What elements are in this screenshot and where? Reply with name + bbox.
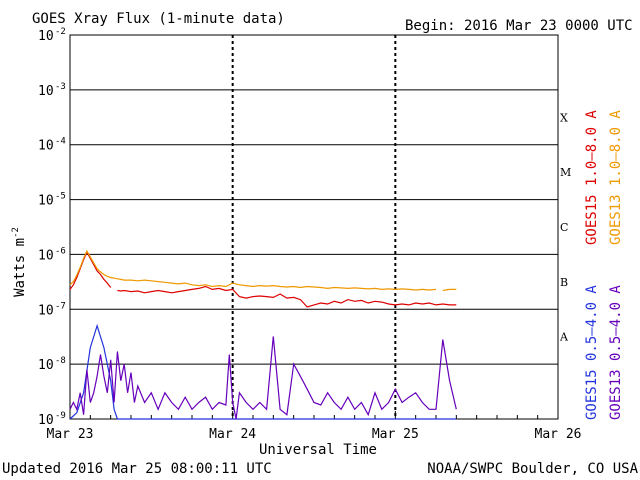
series-line-3 [69,323,457,420]
y-tick-exponent: -6 [55,246,66,256]
begin-label: Begin: 2016 Mar 23 0000 UTC [405,18,633,34]
flare-class-x: X [560,111,568,124]
credit-label: NOAA/SWPC Boulder, CO USA [427,461,638,477]
chart-title: GOES Xray Flux (1-minute data) [32,11,285,27]
x-tick-label: Mar 26 [535,427,582,442]
y-tick-exponent: -8 [55,356,66,366]
x-tick-label: Mar 25 [372,427,419,442]
y-tick-label: 10 -7 [38,301,66,318]
y-axis-label-exponent: -2 [11,227,21,238]
y-tick-exponent: -7 [55,301,66,311]
y-tick-exponent: -2 [55,27,66,37]
y-tick-label: 10 -2 [38,27,66,44]
y-tick-base: 10 [38,358,54,373]
x-tick-label: Mar 23 [47,427,94,442]
y-tick-label: 10 -5 [38,192,66,209]
updated-timestamp: Updated 2016 Mar 25 08:00:11 UTC [2,461,272,477]
series-line-1 [117,285,457,308]
legend-item-2: GOES13 1.0–8.0 A [608,110,624,245]
y-axis-label: Watts m-2 [11,227,28,297]
series-layer [69,249,457,420]
y-tick-exponent: -3 [55,82,66,92]
y-axis-ticks: 10-210-310-410-510-610-710-810-9 [38,27,66,428]
gridlines [70,35,558,419]
flare-class-b: B [560,276,568,289]
x-axis-label: Universal Time [259,442,377,458]
y-tick-label: 10 -9 [38,411,66,428]
y-tick-exponent: -4 [55,137,66,147]
series-line-1 [69,250,112,290]
y-tick-base: 10 [38,303,54,318]
y-tick-exponent: -5 [55,192,66,202]
y-axis-label-text: Watts m [12,238,28,297]
plot-frame [69,34,559,420]
flare-class-m: M [560,166,571,179]
flare-class-labels: X M C B A [559,111,571,343]
y-tick-base: 10 [38,29,54,44]
y-tick-label: 10 -6 [38,246,66,263]
y-tick-base: 10 [38,194,54,209]
series-line-2 [69,249,437,291]
legend-item-3: GOES15 0.5–4.0 A [584,285,600,420]
y-tick-label: 10 -4 [38,137,66,154]
y-tick-label: 10 -8 [38,356,66,373]
y-tick-exponent: -9 [55,411,66,421]
flare-class-c: C [560,221,568,234]
y-tick-label: 10 -3 [38,82,66,99]
y-tick-base: 10 [38,139,54,154]
y-tick-base: 10 [38,84,54,99]
series-line-2 [442,288,457,292]
legend-item-1: GOES15 1.0–8.0 A [584,110,600,245]
legend-item-4: GOES13 0.5–4.0 A [608,285,624,420]
plot-area [69,34,559,420]
flare-class-a: A [559,331,569,344]
x-tick-label: Mar 24 [209,427,256,442]
series-line-4 [69,336,457,420]
x-axis-ticks: Mar 23 Mar 24 Mar 25 Mar 26 [47,427,582,442]
y-tick-base: 10 [38,413,54,428]
y-tick-base: 10 [38,248,54,263]
legend: GOES15 1.0–8.0 A GOES13 1.0–8.0 A GOES15 0… [584,110,624,420]
